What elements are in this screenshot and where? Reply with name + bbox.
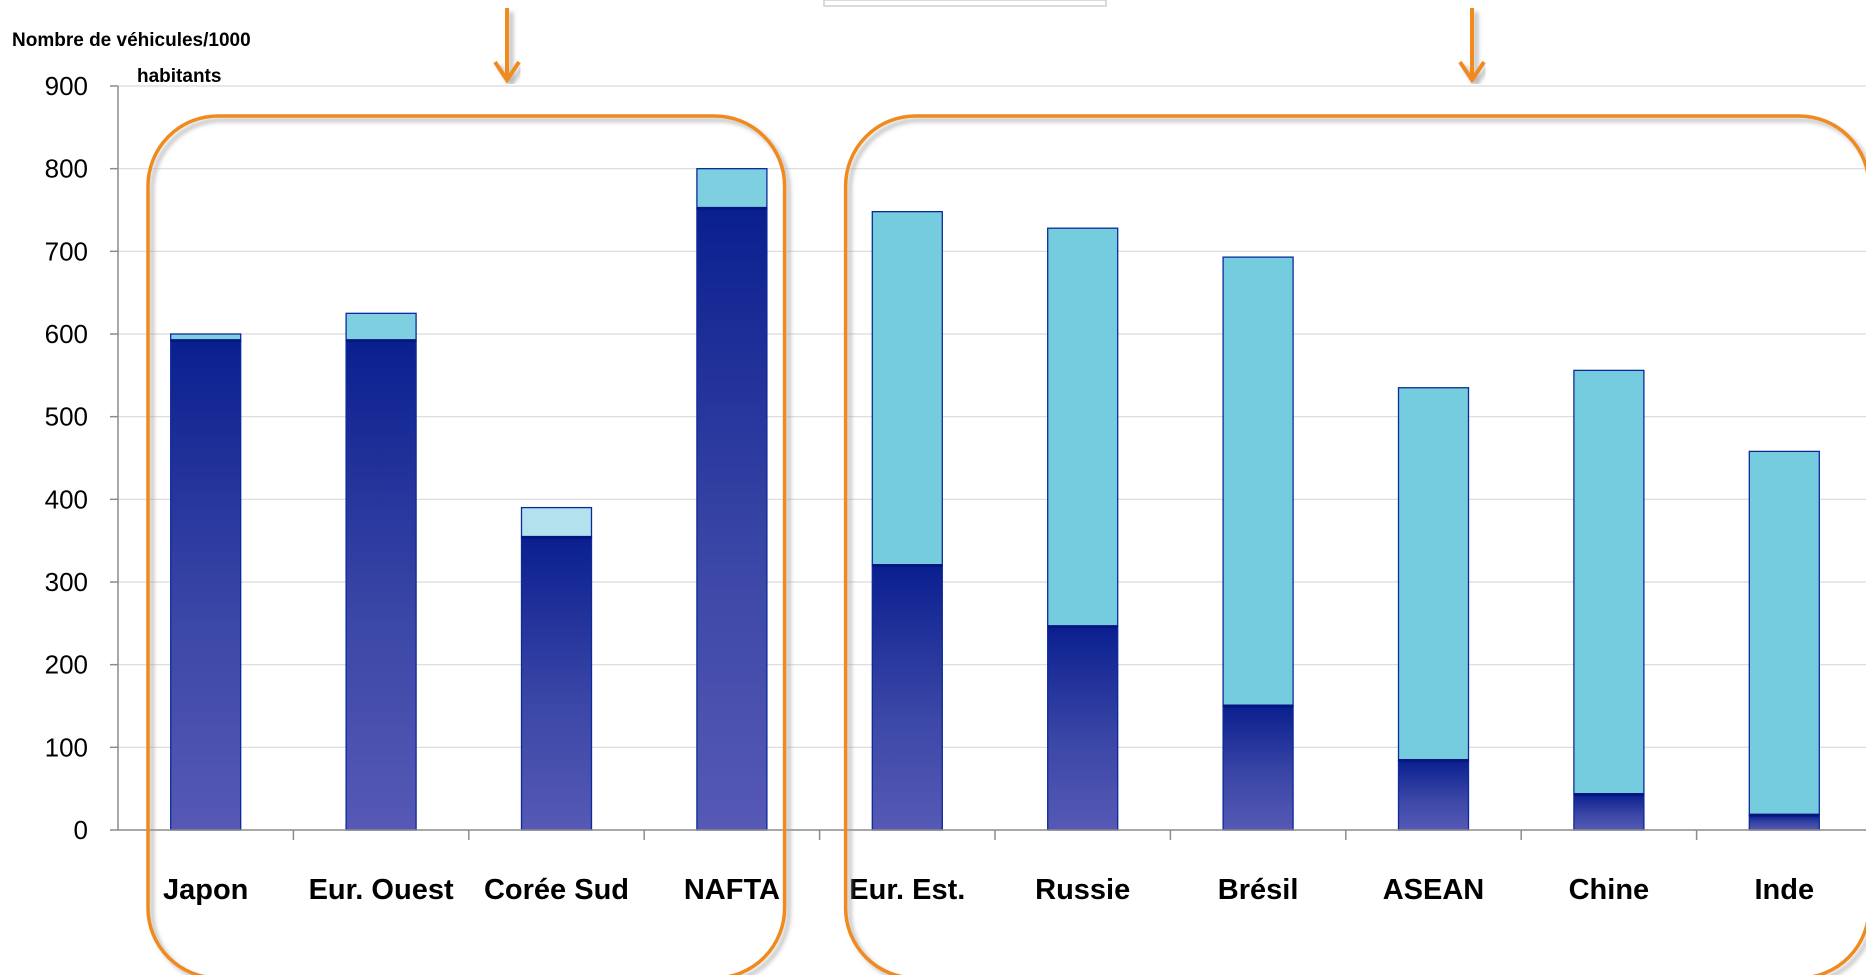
y-tick-label: 600 <box>45 319 88 349</box>
bar-segment-top <box>520 506 593 539</box>
y-axis-title-line: Nombre de véhicules/1000 <box>12 30 251 51</box>
bar-segment-top <box>1222 256 1294 707</box>
x-tick-label: ASEAN <box>1383 874 1485 906</box>
bar-segment-top <box>1748 450 1820 816</box>
bar-segment-base <box>1222 705 1294 831</box>
x-tick-label: Japon <box>163 874 248 906</box>
y-tick-label: 200 <box>45 650 88 680</box>
x-tick-label: Inde <box>1754 874 1814 906</box>
bar-segment-top <box>345 312 417 342</box>
group-outlines <box>146 114 1866 975</box>
bar-segment-base <box>1573 793 1645 831</box>
bar-segment-top <box>1047 227 1119 628</box>
y-tick-label: 900 <box>45 71 88 101</box>
y-tick-label: 0 <box>74 815 88 845</box>
bars <box>170 168 1820 831</box>
group-outline <box>843 114 1866 975</box>
bar-segment-top <box>1397 387 1470 762</box>
y-axis-title-line: habitants <box>137 66 221 87</box>
bar-segment-top <box>871 211 943 567</box>
arrow-left <box>493 8 521 84</box>
bar-segment-base <box>345 339 417 831</box>
x-tick-label: Brésil <box>1218 874 1299 906</box>
x-tick-label: Corée Sud <box>484 874 629 906</box>
x-tick-label: Eur. Ouest <box>309 874 454 906</box>
x-tick-label: Eur. Est. <box>849 874 965 906</box>
y-tick-label: 800 <box>45 154 88 184</box>
y-tick-label: 500 <box>45 402 88 432</box>
group-outline <box>146 114 787 975</box>
bar-segment-base <box>1397 759 1470 831</box>
y-axis-ticks: 0 100 200 300 400 500 600 700 800 900 <box>45 71 118 845</box>
bar-segment-top <box>1573 369 1645 796</box>
y-tick-label: 400 <box>45 484 88 514</box>
axes <box>117 86 1866 840</box>
arrow-right <box>1458 8 1486 84</box>
x-tick-label: NAFTA <box>684 874 780 906</box>
bar-segment-base <box>520 536 593 831</box>
bar-segment-base <box>871 564 943 831</box>
bar-segment-base <box>696 207 768 831</box>
y-tick-label: 300 <box>45 567 88 597</box>
x-tick-label: Chine <box>1569 874 1650 906</box>
y-axis-title: Nombre de véhicules/1000 habitants <box>12 30 255 87</box>
y-tick-label: 700 <box>45 236 88 266</box>
y-tick-label: 100 <box>45 732 88 762</box>
x-tick-label: Russie <box>1035 874 1130 906</box>
bar-segment-base <box>1047 625 1119 831</box>
x-axis-labels: Japon Eur. Ouest Corée Sud NAFTA Eur. Est. Ru… <box>163 874 1814 906</box>
top-box <box>823 0 1107 7</box>
bar-segment-top <box>696 168 768 209</box>
bar-segment-base <box>1748 814 1820 831</box>
bar-segment-base <box>170 339 242 831</box>
